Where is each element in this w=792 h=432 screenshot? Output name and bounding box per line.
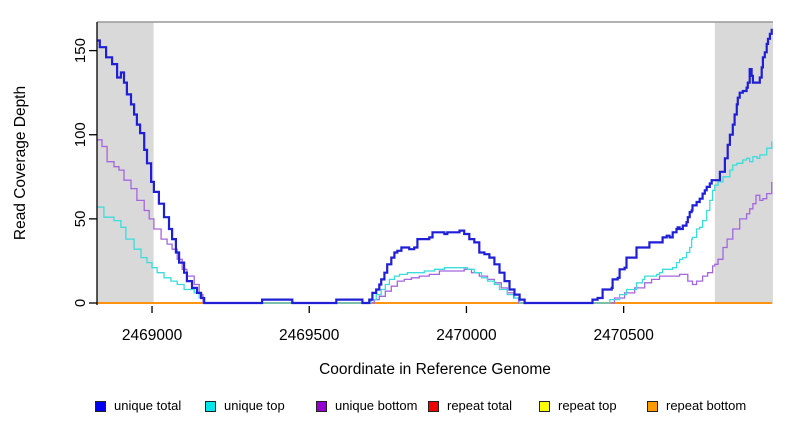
series-unique-total bbox=[97, 28, 773, 305]
y-axis-title: Read Coverage Depth bbox=[12, 85, 29, 241]
legend-label: unique top bbox=[224, 398, 285, 413]
repeat-bottom-swatch-icon bbox=[647, 400, 658, 412]
shaded-region bbox=[714, 22, 773, 304]
legend: unique total unique top unique bottom re… bbox=[0, 398, 792, 418]
x-axis-title: Coordinate in Reference Genome bbox=[319, 361, 551, 378]
legend-item-repeat-bottom: repeat bottom bbox=[647, 398, 746, 414]
legend-label: repeat top bbox=[558, 398, 617, 413]
x-tick-label: 2470500 bbox=[593, 327, 654, 344]
x-tick-label: 2470000 bbox=[436, 327, 497, 344]
legend-label: unique bottom bbox=[335, 398, 418, 413]
unique-bottom-swatch-icon bbox=[316, 400, 327, 412]
y-tick-label: 100 bbox=[72, 122, 89, 147]
repeat-total-swatch-icon bbox=[428, 400, 439, 412]
x-tick-label: 2469500 bbox=[279, 327, 340, 344]
legend-label: unique total bbox=[114, 398, 182, 413]
legend-item-unique-total: unique total bbox=[95, 398, 181, 414]
legend-item-repeat-top: repeat top bbox=[539, 398, 617, 414]
legend-item-unique-bottom: unique bottom bbox=[316, 398, 417, 414]
unique-top-swatch-icon bbox=[205, 400, 216, 412]
y-tick-label: 150 bbox=[72, 38, 89, 63]
series-unique-bottom bbox=[97, 139, 773, 304]
y-tick-label: 50 bbox=[72, 211, 89, 228]
shaded-region bbox=[97, 22, 154, 304]
legend-label: repeat total bbox=[447, 398, 513, 413]
legend-label: repeat bottom bbox=[666, 398, 747, 413]
repeat-top-swatch-icon bbox=[539, 400, 550, 412]
series-unique-top bbox=[97, 141, 773, 304]
y-tick-label: 0 bbox=[72, 299, 89, 307]
x-tick-label: 2469000 bbox=[122, 327, 183, 344]
legend-item-unique-top: unique top bbox=[205, 398, 285, 414]
unique-total-swatch-icon bbox=[95, 400, 106, 412]
legend-item-repeat-total: repeat total bbox=[428, 398, 512, 414]
